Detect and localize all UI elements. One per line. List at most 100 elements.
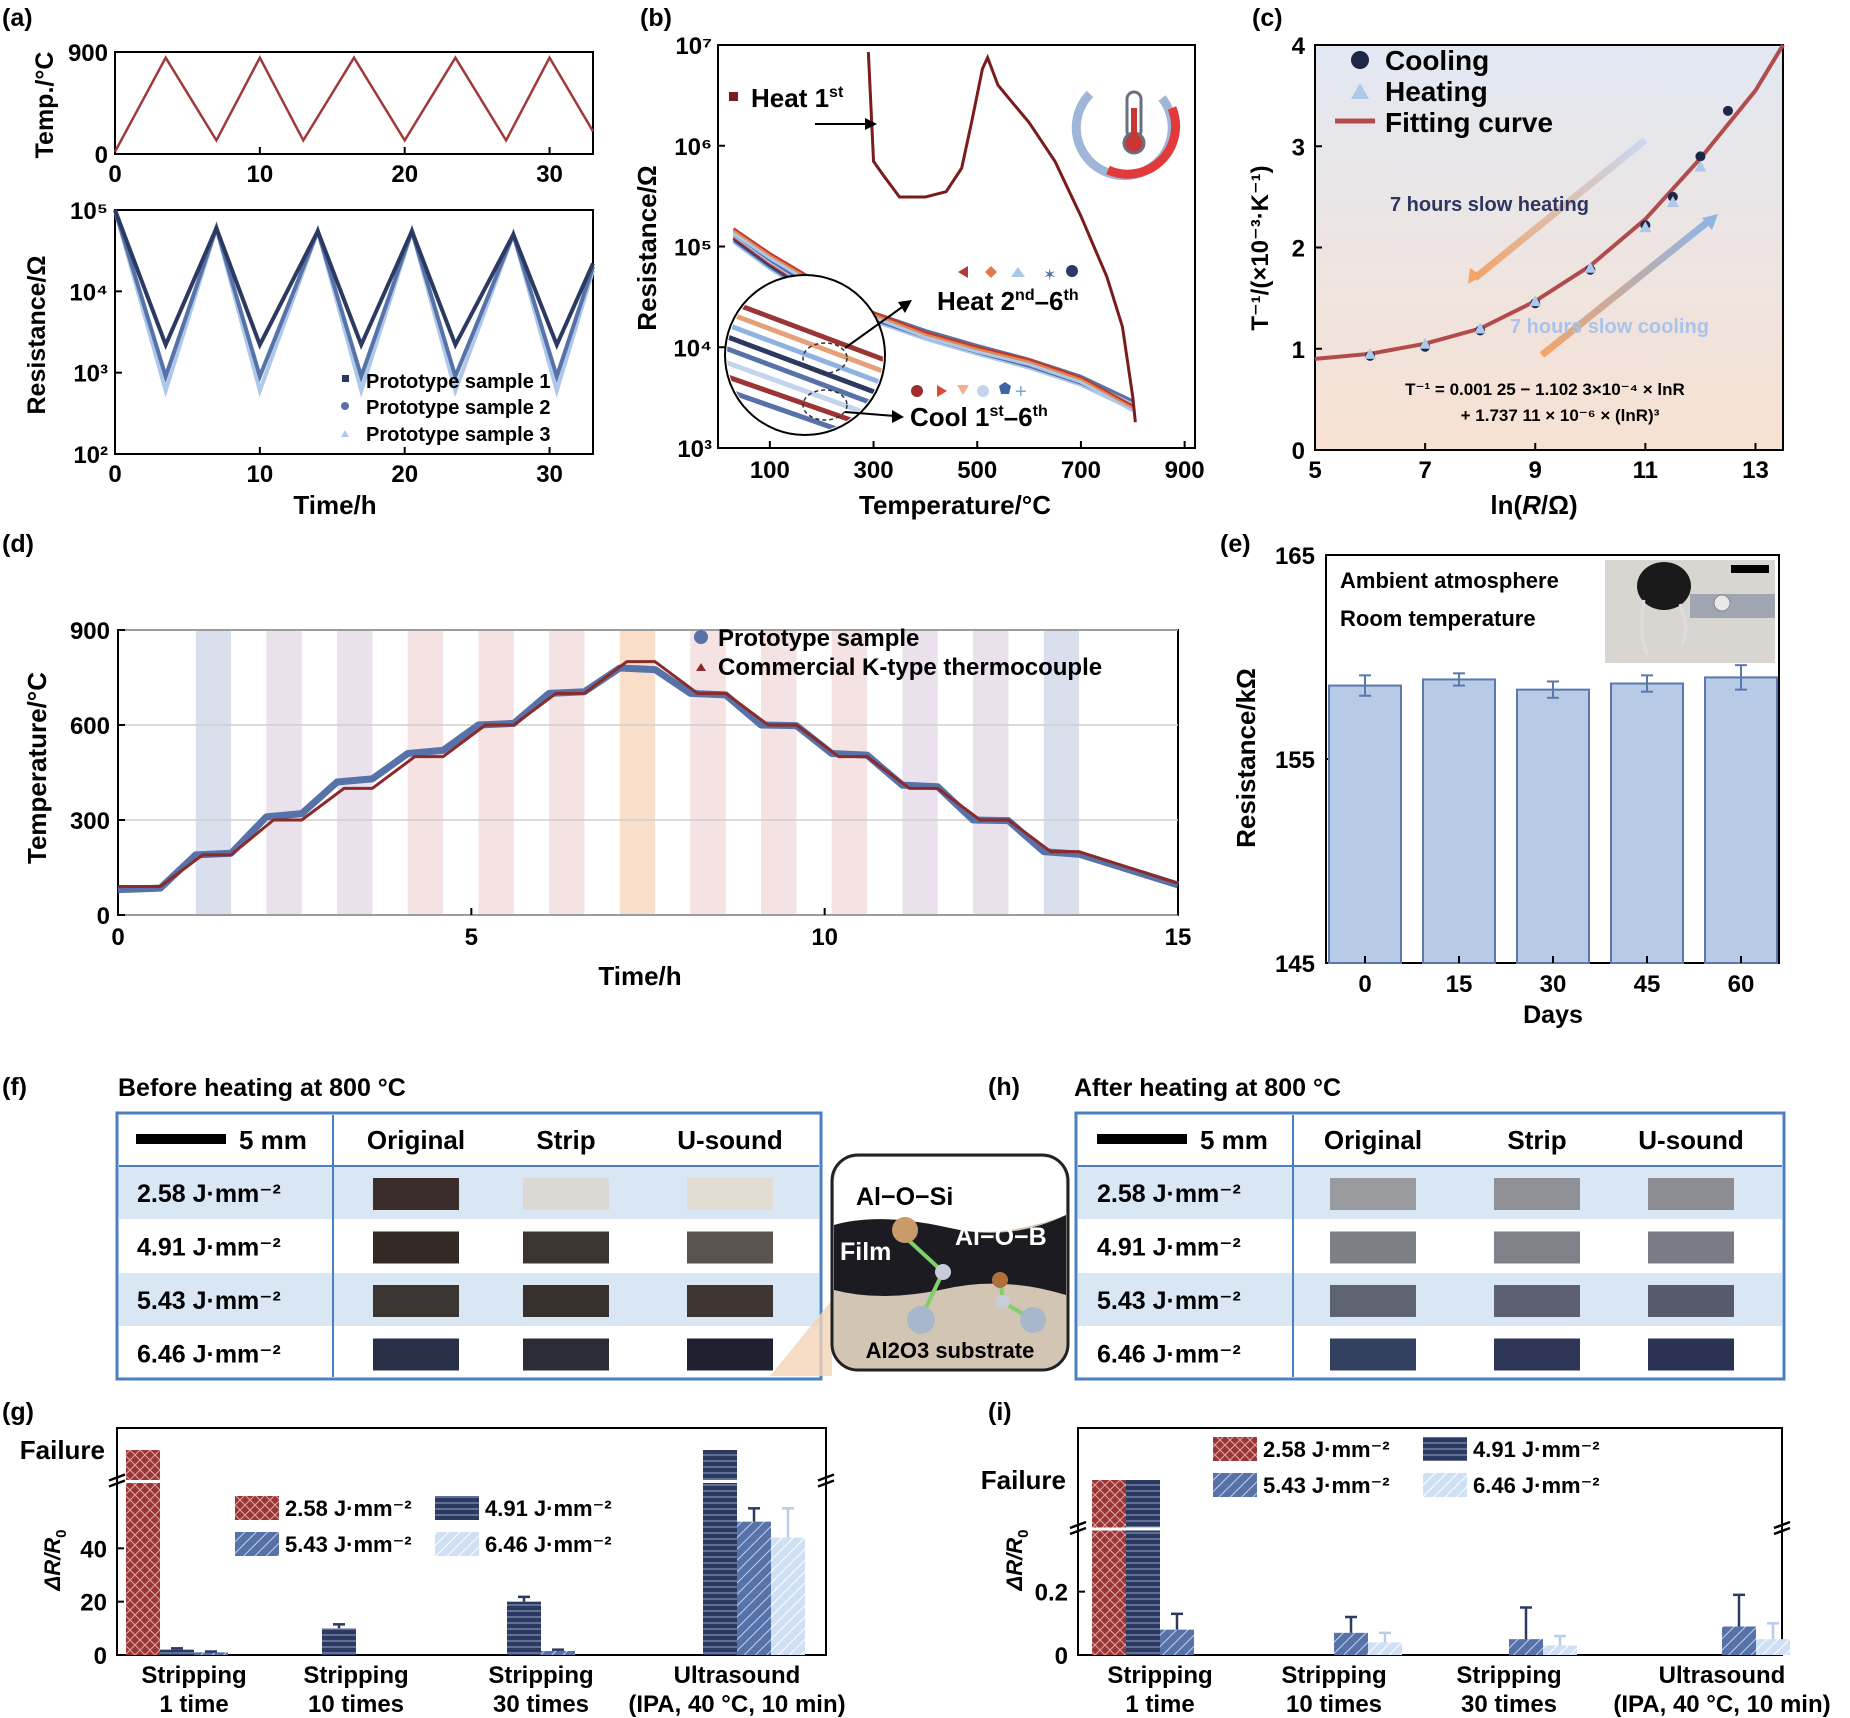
x-tick-label-a-top: 20 xyxy=(391,161,418,188)
y-tick-label-c: 2 xyxy=(1292,236,1305,263)
diagram-air xyxy=(834,1157,1066,1232)
data-point-cooling xyxy=(1722,105,1733,116)
plateau-band xyxy=(1043,630,1080,915)
y-axis-label-a-bottom: Resistance/Ω xyxy=(23,255,51,414)
y-axis-label-a-top: Temp./°C xyxy=(31,52,59,159)
sample-photo-h xyxy=(1494,1178,1580,1210)
x-category-label-g: Ultrasound xyxy=(674,1662,801,1689)
x-tick-label-b: 300 xyxy=(854,457,894,484)
sample-photo-h xyxy=(1494,1231,1580,1264)
legend-marker-thermocouple xyxy=(696,663,706,671)
legend-label-g-1: 4.91 J·mm⁻² xyxy=(485,1496,612,1521)
bar-g-series1-group2 xyxy=(507,1601,541,1655)
series-line-a-sample1 xyxy=(113,209,595,351)
legend-label-i-1: 4.91 J·mm⁻² xyxy=(1473,1437,1600,1462)
axis-break-left-g xyxy=(108,1473,126,1488)
label-al-o-b: Al−O−B xyxy=(955,1223,1047,1251)
bar-g-series2-group3 xyxy=(737,1521,771,1655)
data-point-heating xyxy=(1584,261,1597,273)
bar-day-0 xyxy=(1328,684,1402,964)
axis-ticks-c: 5 7 9 11 13 0 1 2 3 4 xyxy=(1292,33,1769,484)
scale-bar-h xyxy=(1097,1134,1187,1144)
bar-i-series2-group2 xyxy=(1509,1639,1543,1655)
table-title-f: Before heating at 800 °C xyxy=(118,1074,406,1102)
fit-equation-line2: + 1.737 11 × 10⁻⁶ × (lnR)³ xyxy=(1461,406,1660,425)
plateau-band xyxy=(619,630,656,915)
y-tick-label-d: 600 xyxy=(70,713,110,740)
legend-d: Prototype sample Commercial K-type therm… xyxy=(694,625,1102,681)
x-category-sublabel-g: 10 times xyxy=(308,1691,404,1718)
legend-marker-sample2 xyxy=(341,402,349,410)
sample-photo-h xyxy=(1648,1338,1734,1371)
bar-g-series2-group2 xyxy=(541,1651,575,1655)
legend-marker-sample3 xyxy=(341,430,349,437)
sample-photo-h xyxy=(1330,1338,1416,1371)
y-axis-label-e: Resistance/kΩ xyxy=(1231,668,1261,848)
legend-label-i-3: 6.46 J·mm⁻² xyxy=(1473,1473,1600,1498)
legend-marker-prototype xyxy=(694,630,708,644)
x-tick-label-b: 100 xyxy=(750,457,790,484)
bar-g-series2-group0 xyxy=(194,1652,228,1655)
y-axis-label-b: Resistance/Ω xyxy=(632,165,662,330)
legend-swatch-g-0 xyxy=(235,1496,279,1520)
bar-i-series2-group0 xyxy=(1160,1629,1194,1655)
axis-break-right-i xyxy=(1773,1520,1791,1536)
panel-label-e: (e) xyxy=(1220,530,1251,558)
x-tick-label-c: 7 xyxy=(1418,457,1431,484)
axis-break-left-i xyxy=(1069,1520,1087,1536)
y-tick-label-e: 165 xyxy=(1275,543,1315,570)
y-axis-label-c: T⁻¹/(×10⁻³·K⁻¹) xyxy=(1247,165,1274,330)
sample-photo-f xyxy=(373,1285,459,1317)
x-tick-label-d: 0 xyxy=(111,924,124,951)
scale-label-h: 5 mm xyxy=(1200,1125,1268,1155)
y-tick-label-a-bottom: 10² xyxy=(73,442,108,469)
table-row-label-f: 5.43 J·mm⁻² xyxy=(137,1287,281,1315)
atom-o-1 xyxy=(935,1264,951,1280)
data-point-heating xyxy=(1364,347,1377,359)
sample-photo-h xyxy=(1330,1178,1416,1210)
x-tick-label-b: 900 xyxy=(1165,457,1205,484)
temperature-plateau-bands xyxy=(195,630,1080,915)
arrowhead-heat1 xyxy=(865,118,877,130)
panel-d: (d) 0 300 600 900 0 5 10 15 Temperature/°C Time… xyxy=(2,530,1191,991)
legend-label-thermocouple: Commercial K-type thermocouple xyxy=(718,654,1102,681)
y-tick-label-d: 900 xyxy=(70,618,110,645)
table-row-label-h: 2.58 J·mm⁻² xyxy=(1097,1180,1241,1208)
bar-g-series1-group0 xyxy=(160,1649,194,1655)
y-tick-label-failure-i: Failure xyxy=(981,1465,1066,1495)
table-row-label-h: 5.43 J·mm⁻² xyxy=(1097,1287,1241,1315)
sample-photo-h xyxy=(1330,1231,1416,1264)
plot-frame-a-bottom xyxy=(114,209,594,455)
series-line-b-heat-1 xyxy=(866,52,1137,423)
arrowhead-slow-heating xyxy=(1468,268,1482,284)
data-point-heating xyxy=(1419,337,1432,349)
plot-frame-a-top xyxy=(114,51,594,155)
x-axis-label-d: Time/h xyxy=(598,961,681,991)
x-tick-label-a-top: 10 xyxy=(246,161,273,188)
y-tick-label-b: 10⁷ xyxy=(675,33,712,60)
panel-b: (b) 100 300 500 700 900 10³ 10⁴ 10⁵ 10⁶ 10⁷ Resis… xyxy=(632,4,1205,520)
table-title-h: After heating at 800 °C xyxy=(1074,1074,1341,1102)
interface-diagram: Al−O−Si Al−O−B Film Al2O3 substrate xyxy=(770,1153,1070,1376)
sample-photo-h xyxy=(1648,1178,1734,1210)
table-row-label-h: 6.46 J·mm⁻² xyxy=(1097,1341,1241,1369)
x-category-label-g: Stripping xyxy=(141,1662,246,1689)
scale-bar-f xyxy=(136,1134,226,1144)
y-axis-label-i: ΔR/R0 xyxy=(1002,1529,1032,1591)
series-c xyxy=(1314,43,1785,361)
arrow-slow-cooling xyxy=(1539,217,1713,358)
plateau-band xyxy=(831,630,868,915)
x-tick-label-a-bottom: 30 xyxy=(536,461,563,488)
legend-marker-cooling xyxy=(1351,51,1369,69)
plot-frame-i xyxy=(1077,1427,1783,1656)
bar-i-series2-group1 xyxy=(1334,1632,1368,1655)
x-tick-label-b: 700 xyxy=(1061,457,1101,484)
y-tick-label-a-top: 0 xyxy=(95,142,108,169)
x-tick-label-c: 11 xyxy=(1633,457,1658,484)
sample-photo-f xyxy=(373,1338,459,1371)
col-header-original-f: Original xyxy=(367,1125,465,1155)
legend-g: 2.58 J·mm⁻² 4.91 J·mm⁻² 5.43 J·mm⁻² 6.46 J·… xyxy=(235,1496,612,1557)
legend-swatch-g-1 xyxy=(435,1496,479,1520)
panel-g: (g) 0 20 40 Failure ΔR/R0 2.58 J·mm⁻² 4.91 J… xyxy=(2,1398,846,1718)
